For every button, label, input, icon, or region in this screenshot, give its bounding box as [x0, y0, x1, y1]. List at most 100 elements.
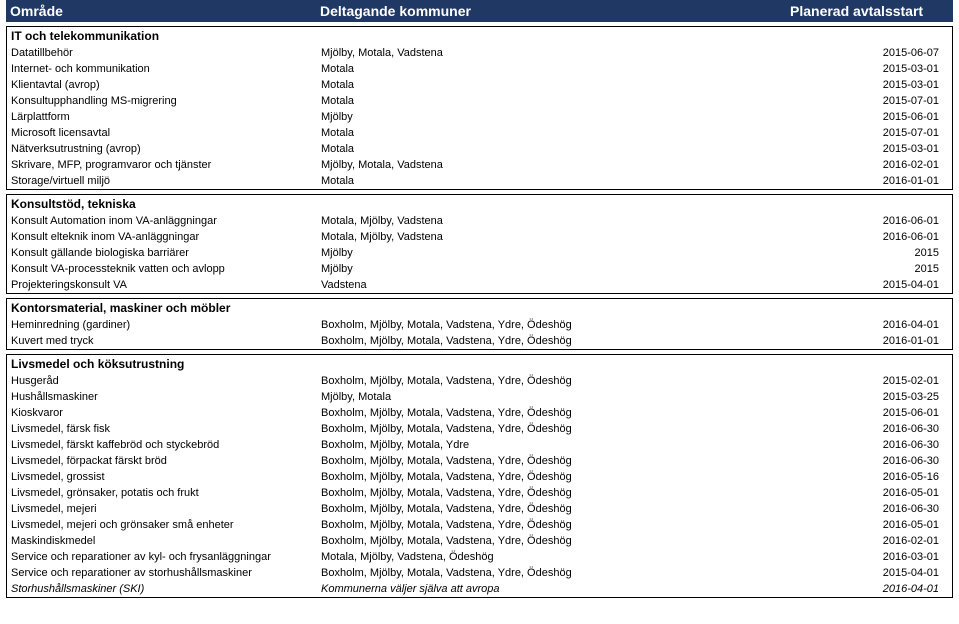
cell-area: Livsmedel, grönsaker, potatis och frukt: [7, 485, 317, 501]
cell-area: Kuvert med tryck: [7, 333, 317, 349]
table-row: Microsoft licensavtalMotala2015-07-01: [7, 125, 952, 141]
table-row: Konsult VA-processteknik vatten och avlo…: [7, 261, 952, 277]
cell-area: Storage/virtuell miljö: [7, 173, 317, 189]
table-row: Service och reparationer av storhushålls…: [7, 565, 952, 581]
cell-date: 2015-07-01: [787, 125, 947, 141]
table-row: Livsmedel, färsk fiskBoxholm, Mjölby, Mo…: [7, 421, 952, 437]
cell-date: 2015-04-01: [787, 277, 947, 293]
cell-municipalities: Motala: [317, 173, 787, 189]
cell-area: Service och reparationer av storhushålls…: [7, 565, 317, 581]
cell-municipalities: Boxholm, Mjölby, Motala, Vadstena, Ydre,…: [317, 501, 787, 517]
cell-municipalities: Boxholm, Mjölby, Motala, Vadstena, Ydre,…: [317, 485, 787, 501]
cell-municipalities: Motala: [317, 61, 787, 77]
cell-date: 2016-05-01: [787, 485, 947, 501]
header-col-municipalities: Deltagande kommuner: [316, 3, 786, 19]
cell-municipalities: Motala: [317, 77, 787, 93]
cell-municipalities: Boxholm, Mjölby, Motala, Vadstena, Ydre,…: [317, 565, 787, 581]
cell-municipalities: Boxholm, Mjölby, Motala, Vadstena, Ydre,…: [317, 333, 787, 349]
cell-date: 2016-04-01: [787, 317, 947, 333]
cell-area: Livsmedel, mejeri och grönsaker små enhe…: [7, 517, 317, 533]
table-row: Konsult gällande biologiska barriärerMjö…: [7, 245, 952, 261]
cell-area: Maskindiskmedel: [7, 533, 317, 549]
table-row: Livsmedel, mejeriBoxholm, Mjölby, Motala…: [7, 501, 952, 517]
cell-municipalities: Mjölby, Motala, Vadstena: [317, 157, 787, 173]
page: Område Deltagande kommuner Planerad avta…: [0, 0, 959, 604]
cell-area: Livsmedel, mejeri: [7, 501, 317, 517]
section-title: IT och telekommunikation: [7, 27, 952, 45]
table-row: Service och reparationer av kyl- och fry…: [7, 549, 952, 565]
cell-date: 2016-01-01: [787, 333, 947, 349]
cell-municipalities: Boxholm, Mjölby, Motala, Vadstena, Ydre,…: [317, 405, 787, 421]
cell-municipalities: Motala, Mjölby, Vadstena: [317, 213, 787, 229]
table-row: MaskindiskmedelBoxholm, Mjölby, Motala, …: [7, 533, 952, 549]
section: IT och telekommunikationDatatillbehörMjö…: [6, 26, 953, 190]
cell-date: 2015: [787, 261, 947, 277]
cell-area: Konsult gällande biologiska barriärer: [7, 245, 317, 261]
cell-municipalities: Boxholm, Mjölby, Motala, Vadstena, Ydre,…: [317, 317, 787, 333]
cell-date: 2016-05-16: [787, 469, 947, 485]
cell-area: Livsmedel, färskt kaffebröd och styckebr…: [7, 437, 317, 453]
cell-date: 2015-07-01: [787, 93, 947, 109]
cell-area: Livsmedel, förpackat färskt bröd: [7, 453, 317, 469]
table-row: Livsmedel, grönsaker, potatis och fruktB…: [7, 485, 952, 501]
cell-area: Konsult Automation inom VA-anläggningar: [7, 213, 317, 229]
cell-municipalities: Motala: [317, 125, 787, 141]
cell-date: 2015-06-01: [787, 405, 947, 421]
cell-municipalities: Mjölby: [317, 261, 787, 277]
cell-municipalities: Vadstena: [317, 277, 787, 293]
cell-area: Livsmedel, färsk fisk: [7, 421, 317, 437]
cell-date: 2016-02-01: [787, 157, 947, 173]
cell-date: 2016-06-01: [787, 213, 947, 229]
cell-date: 2015: [787, 245, 947, 261]
cell-area: Storhushållsmaskiner (SKI): [7, 581, 317, 597]
cell-municipalities: Motala: [317, 141, 787, 157]
header-col-date: Planerad avtalsstart: [786, 3, 946, 19]
section: Konsultstöd, tekniskaKonsult Automation …: [6, 194, 953, 294]
cell-municipalities: Boxholm, Mjölby, Motala, Ydre: [317, 437, 787, 453]
cell-date: 2015-06-01: [787, 109, 947, 125]
table-row: KioskvarorBoxholm, Mjölby, Motala, Vadst…: [7, 405, 952, 421]
section: Livsmedel och köksutrustningHusgerådBoxh…: [6, 354, 953, 598]
cell-area: Livsmedel, grossist: [7, 469, 317, 485]
table-row: Konsult elteknik inom VA-anläggningarMot…: [7, 229, 952, 245]
cell-date: 2015-06-07: [787, 45, 947, 61]
cell-date: 2016-01-01: [787, 173, 947, 189]
table-row: Skrivare, MFP, programvaror och tjänster…: [7, 157, 952, 173]
cell-area: Skrivare, MFP, programvaror och tjänster: [7, 157, 317, 173]
table-row: HushållsmaskinerMjölby, Motala2015-03-25: [7, 389, 952, 405]
cell-area: Konsult VA-processteknik vatten och avlo…: [7, 261, 317, 277]
table-row: Projekteringskonsult VAVadstena2015-04-0…: [7, 277, 952, 293]
cell-date: 2016-06-30: [787, 437, 947, 453]
cell-municipalities: Boxholm, Mjölby, Motala, Vadstena, Ydre,…: [317, 421, 787, 437]
table-row: Nätverksutrustning (avrop)Motala2015-03-…: [7, 141, 952, 157]
table-row: Storage/virtuell miljöMotala2016-01-01: [7, 173, 952, 189]
cell-area: Internet- och kommunikation: [7, 61, 317, 77]
section-title: Konsultstöd, tekniska: [7, 195, 952, 213]
cell-municipalities: Boxholm, Mjölby, Motala, Vadstena, Ydre,…: [317, 453, 787, 469]
cell-date: 2016-06-30: [787, 421, 947, 437]
table-row: DatatillbehörMjölby, Motala, Vadstena201…: [7, 45, 952, 61]
cell-date: 2015-03-01: [787, 141, 947, 157]
section-title: Kontorsmaterial, maskiner och möbler: [7, 299, 952, 317]
cell-area: Husgeråd: [7, 373, 317, 389]
cell-municipalities: Kommunerna väljer själva att avropa: [317, 581, 787, 597]
cell-municipalities: Boxholm, Mjölby, Motala, Vadstena, Ydre,…: [317, 517, 787, 533]
table-row: Konsult Automation inom VA-anläggningarM…: [7, 213, 952, 229]
cell-municipalities: Boxholm, Mjölby, Motala, Vadstena, Ydre,…: [317, 533, 787, 549]
table-row: Livsmedel, mejeri och grönsaker små enhe…: [7, 517, 952, 533]
cell-date: 2016-06-30: [787, 453, 947, 469]
cell-date: 2016-03-01: [787, 549, 947, 565]
table-row: Internet- och kommunikationMotala2015-03…: [7, 61, 952, 77]
cell-date: 2016-06-01: [787, 229, 947, 245]
cell-area: Nätverksutrustning (avrop): [7, 141, 317, 157]
cell-date: 2016-04-01: [787, 581, 947, 597]
cell-municipalities: Motala, Mjölby, Vadstena, Ödeshög: [317, 549, 787, 565]
table-row: Kuvert med tryckBoxholm, Mjölby, Motala,…: [7, 333, 952, 349]
table-row: Konsultupphandling MS-migreringMotala201…: [7, 93, 952, 109]
cell-date: 2015-03-01: [787, 77, 947, 93]
table-row: Heminredning (gardiner)Boxholm, Mjölby, …: [7, 317, 952, 333]
table-row: Storhushållsmaskiner (SKI)Kommunerna väl…: [7, 581, 952, 597]
cell-area: Projekteringskonsult VA: [7, 277, 317, 293]
cell-date: 2015-03-25: [787, 389, 947, 405]
table-row: HusgerådBoxholm, Mjölby, Motala, Vadsten…: [7, 373, 952, 389]
